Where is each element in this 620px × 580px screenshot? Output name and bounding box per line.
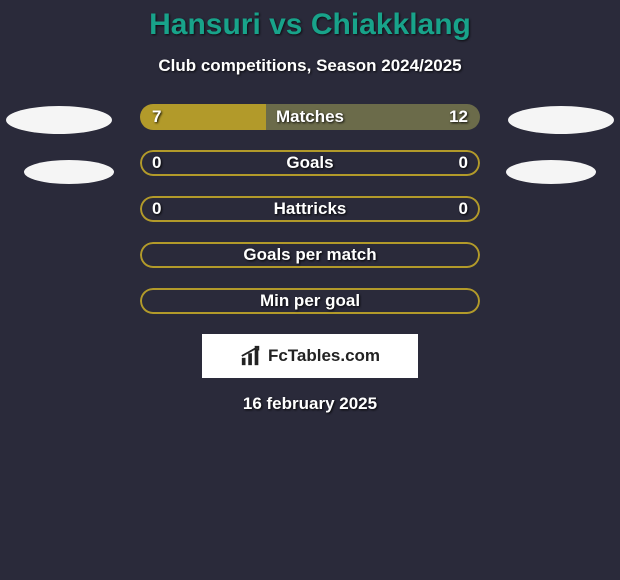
- logo-box: FcTables.com: [202, 334, 418, 378]
- stat-bar-label: Min per goal: [140, 288, 480, 314]
- bar-chart-icon: [240, 345, 262, 367]
- stat-bar-label: Matches: [140, 104, 480, 130]
- stat-bar-row: Min per goal: [140, 288, 480, 314]
- stat-bar-row: 712Matches: [140, 104, 480, 130]
- page-title: Hansuri vs Chiakklang: [0, 8, 620, 42]
- team-left-oval-bottom: [24, 160, 114, 184]
- stat-bar-label: Goals: [140, 150, 480, 176]
- stat-bar-row: 00Goals: [140, 150, 480, 176]
- stat-bar-label: Hattricks: [140, 196, 480, 222]
- team-right-oval-bottom: [506, 160, 596, 184]
- subtitle: Club competitions, Season 2024/2025: [0, 56, 620, 76]
- stat-bars: 712Matches 00Goals 00Hattricks Goals per ma…: [140, 104, 480, 314]
- footer-date: 16 february 2025: [0, 394, 620, 414]
- stat-bar-label: Goals per match: [140, 242, 480, 268]
- team-left-oval-top: [6, 106, 112, 134]
- team-right-oval-top: [508, 106, 614, 134]
- stats-area: 712Matches 00Goals 00Hattricks Goals per ma…: [0, 104, 620, 314]
- logo-text: FcTables.com: [268, 346, 380, 366]
- stat-bar-row: 00Hattricks: [140, 196, 480, 222]
- stat-bar-row: Goals per match: [140, 242, 480, 268]
